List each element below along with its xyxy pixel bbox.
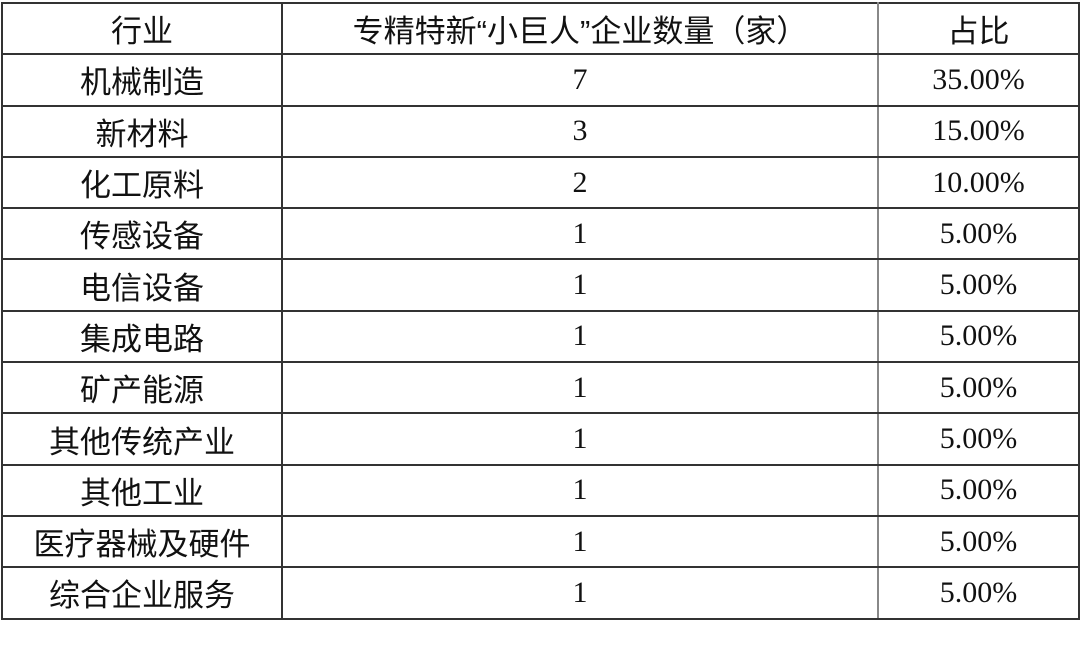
industry-cell: 其他传统产业 xyxy=(1,412,283,466)
table-row: 电信设备 1 5.00% xyxy=(1,258,1080,312)
table-row: 其他工业 1 5.00% xyxy=(1,463,1080,517)
table-row: 机械制造 7 35.00% xyxy=(1,53,1080,107)
table-row: 其他传统产业 1 5.00% xyxy=(1,412,1080,466)
industry-cell: 医疗器械及硬件 xyxy=(1,514,283,569)
header-share: 占比 xyxy=(877,1,1080,56)
count-cell: 7 xyxy=(281,53,879,107)
table-row: 传感设备 1 5.00% xyxy=(1,207,1080,261)
industry-cell: 集成电路 xyxy=(1,309,283,364)
share-cell: 5.00% xyxy=(877,309,1080,364)
table-row: 集成电路 1 5.00% xyxy=(1,309,1080,364)
header-count: 专精特新“小巨人”企业数量（家） xyxy=(281,1,879,56)
industry-cell: 其他工业 xyxy=(1,463,283,517)
industry-cell: 综合企业服务 xyxy=(1,566,283,620)
count-cell: 1 xyxy=(281,309,879,364)
share-cell: 15.00% xyxy=(877,104,1080,158)
industry-cell: 矿产能源 xyxy=(1,361,283,415)
table-row: 化工原料 2 10.00% xyxy=(1,155,1080,210)
table-row: 新材料 3 15.00% xyxy=(1,104,1080,158)
count-cell: 1 xyxy=(281,258,879,312)
industry-cell: 传感设备 xyxy=(1,207,283,261)
count-cell: 1 xyxy=(281,514,879,569)
share-cell: 5.00% xyxy=(877,514,1080,569)
industry-cell: 电信设备 xyxy=(1,258,283,312)
table-row: 综合企业服务 1 5.00% xyxy=(1,566,1080,620)
count-cell: 3 xyxy=(281,104,879,158)
header-row: 行业 专精特新“小巨人”企业数量（家） 占比 xyxy=(1,1,1080,56)
count-cell: 1 xyxy=(281,361,879,415)
share-cell: 5.00% xyxy=(877,258,1080,312)
share-cell: 5.00% xyxy=(877,566,1080,620)
share-cell: 5.00% xyxy=(877,207,1080,261)
header-industry: 行业 xyxy=(1,1,283,56)
table-row: 医疗器械及硬件 1 5.00% xyxy=(1,514,1080,569)
industry-table: 行业 专精特新“小巨人”企业数量（家） 占比 机械制造 7 35.00% 新材料 3 15… xyxy=(1,1,1080,620)
count-cell: 1 xyxy=(281,463,879,517)
count-cell: 1 xyxy=(281,412,879,466)
industry-cell: 机械制造 xyxy=(1,53,283,107)
industry-cell: 化工原料 xyxy=(1,155,283,210)
share-cell: 10.00% xyxy=(877,155,1080,210)
share-cell: 5.00% xyxy=(877,463,1080,517)
share-cell: 5.00% xyxy=(877,361,1080,415)
share-cell: 5.00% xyxy=(877,412,1080,466)
share-cell: 35.00% xyxy=(877,53,1080,107)
industry-cell: 新材料 xyxy=(1,104,283,158)
count-cell: 2 xyxy=(281,155,879,210)
count-cell: 1 xyxy=(281,207,879,261)
count-cell: 1 xyxy=(281,566,879,620)
table-row: 矿产能源 1 5.00% xyxy=(1,361,1080,415)
